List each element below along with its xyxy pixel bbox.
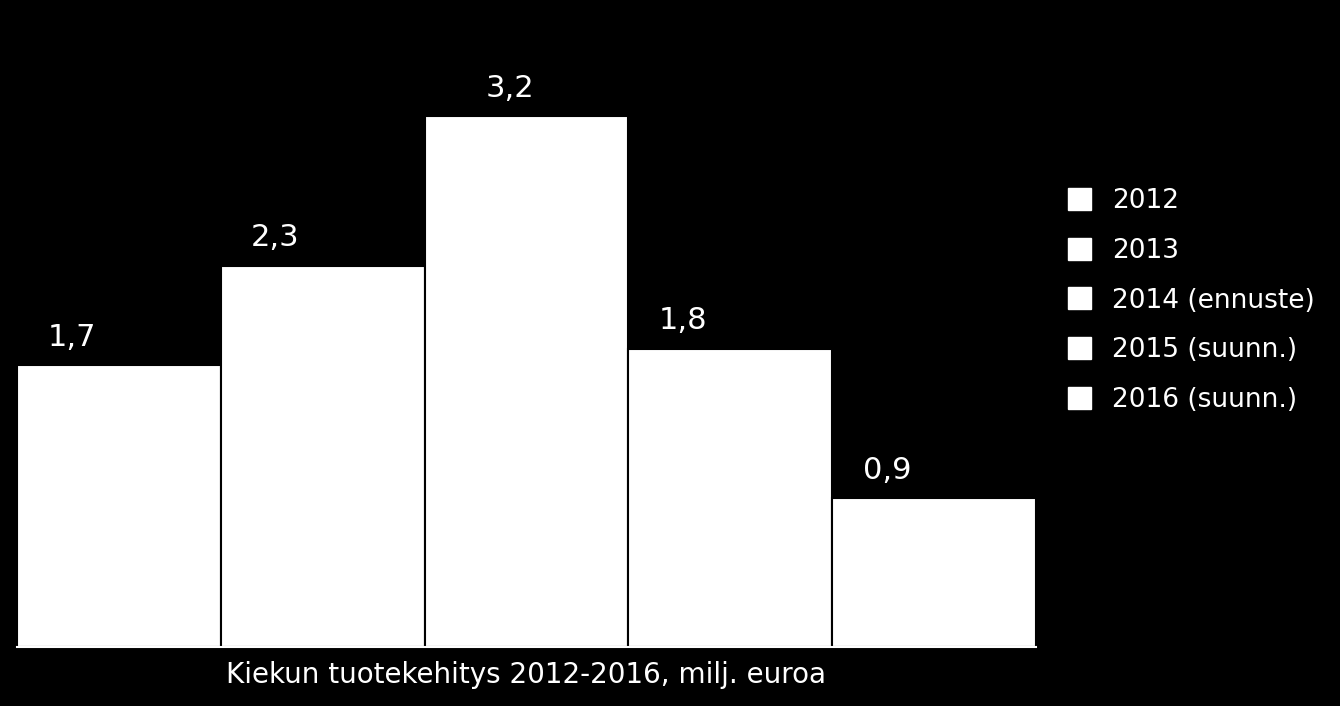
Text: 1,8: 1,8 xyxy=(659,306,708,335)
Legend: 2012, 2013, 2014 (ennuste), 2015 (suunn.), 2016 (suunn.): 2012, 2013, 2014 (ennuste), 2015 (suunn.… xyxy=(1060,180,1323,421)
Text: 3,2: 3,2 xyxy=(485,74,535,103)
Text: 2,3: 2,3 xyxy=(251,223,300,252)
Bar xyxy=(221,265,425,647)
Bar xyxy=(16,365,221,647)
Bar xyxy=(628,349,832,647)
Bar xyxy=(425,116,628,647)
Text: 1,7: 1,7 xyxy=(47,323,95,352)
Bar xyxy=(832,498,1036,647)
X-axis label: Kiekun tuotekehitys 2012-2016, milj. euroa: Kiekun tuotekehitys 2012-2016, milj. eur… xyxy=(226,662,827,689)
Text: 0,9: 0,9 xyxy=(863,456,911,485)
